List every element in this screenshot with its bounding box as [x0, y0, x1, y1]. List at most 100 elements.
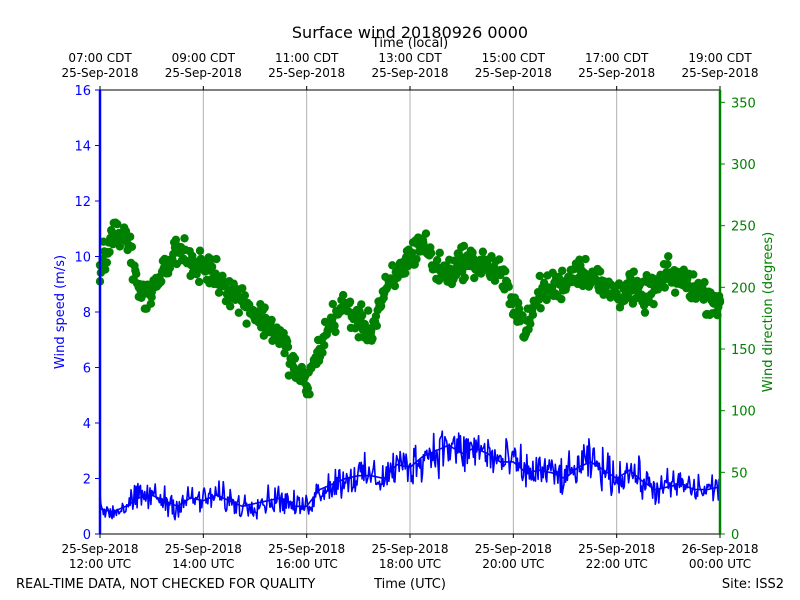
direction-point: [372, 321, 382, 330]
left-tick-label: 6: [83, 362, 91, 377]
top-tick-label-date: 25-Sep-2018: [681, 66, 758, 80]
direction-point: [121, 226, 131, 236]
top-tick-label-date: 25-Sep-2018: [61, 66, 138, 80]
direction-point: [125, 232, 135, 241]
right-axis-ticks: 0 50 100 150 200 250 300 350: [720, 96, 756, 543]
direction-point: [357, 300, 366, 309]
direction-point: [105, 247, 114, 257]
direction-point: [328, 299, 338, 309]
left-tick-label: 8: [83, 306, 91, 321]
data-quality-note: REAL-TIME DATA, NOT CHECKED FOR QUALITY: [16, 577, 315, 592]
direction-point: [157, 277, 166, 286]
direction-point: [194, 277, 204, 287]
x-tick-label-date: 25-Sep-2018: [578, 542, 655, 556]
right-axis-label: Wind direction (degrees): [761, 232, 776, 392]
direction-point: [426, 248, 436, 258]
direction-point: [514, 304, 524, 314]
direction-point: [470, 273, 479, 283]
top-axis-label: Time (local): [371, 36, 448, 51]
site-label: Site: ISS2: [722, 577, 784, 592]
direction-point: [330, 321, 339, 330]
direction-point: [501, 266, 510, 276]
direction-point: [234, 308, 244, 317]
direction-point: [528, 310, 538, 319]
left-tick-label: 4: [83, 417, 91, 432]
right-tick-label: 150: [731, 343, 756, 358]
direction-point: [700, 278, 709, 287]
direction-point: [581, 254, 590, 264]
top-tick-label-date: 25-Sep-2018: [578, 66, 655, 80]
direction-point: [407, 248, 417, 258]
direction-point: [629, 267, 638, 276]
direction-point: [212, 254, 221, 264]
direction-point: [102, 258, 112, 267]
direction-point: [100, 265, 110, 274]
right-tick-label: 350: [731, 96, 756, 111]
direction-point: [412, 254, 421, 264]
direction-point: [320, 341, 329, 350]
direction-point: [459, 241, 469, 251]
direction-point: [595, 267, 605, 276]
direction-point: [146, 299, 156, 308]
right-tick-label: 100: [731, 405, 756, 420]
direction-point: [115, 242, 125, 251]
direction-point: [664, 252, 673, 261]
right-tick-label: 50: [731, 466, 748, 481]
direction-point: [526, 319, 535, 329]
x-tick-label-time: 00:00 UTC: [689, 557, 751, 571]
direction-point: [390, 281, 400, 291]
direction-point: [242, 319, 251, 328]
top-tick-label-time: 15:00 CDT: [482, 51, 546, 65]
x-tick-label-date: 25-Sep-2018: [165, 542, 242, 556]
direction-point: [284, 371, 294, 380]
direction-point: [195, 246, 205, 255]
x-tick-label-time: 22:00 UTC: [586, 557, 648, 571]
direction-point: [171, 235, 181, 244]
direction-point: [640, 308, 650, 317]
direction-point: [660, 283, 670, 292]
left-axis-ticks: 0 2 4 6 8 10 12 14 16: [74, 84, 100, 543]
direction-point: [542, 295, 551, 305]
direction-point: [318, 348, 327, 357]
direction-point: [345, 297, 355, 306]
direction-point: [478, 247, 488, 256]
direction-point: [432, 255, 442, 265]
top-tick-label-time: 13:00 CDT: [378, 51, 442, 65]
direction-point: [305, 390, 314, 399]
direction-point: [699, 295, 708, 304]
wind-speed-series: [99, 430, 721, 521]
top-tick-label-date: 25-Sep-2018: [268, 66, 345, 80]
left-tick-label: 12: [74, 195, 91, 210]
x-tick-label-date: 25-Sep-2018: [268, 542, 345, 556]
top-tick-label-date: 25-Sep-2018: [371, 66, 448, 80]
top-tick-label-time: 19:00 CDT: [688, 51, 752, 65]
direction-point: [379, 293, 388, 303]
direction-point: [214, 288, 224, 297]
direction-point: [180, 234, 189, 243]
direction-point: [421, 229, 431, 238]
top-tick-label-date: 25-Sep-2018: [165, 66, 242, 80]
speed-line: [99, 430, 721, 521]
top-tick-label-time: 09:00 CDT: [172, 51, 236, 65]
direction-point: [226, 302, 235, 311]
x-tick-label-date: 25-Sep-2018: [61, 542, 138, 556]
x-tick-label-date: 25-Sep-2018: [475, 542, 552, 556]
x-tick-label-time: 12:00 UTC: [69, 557, 131, 571]
direction-point: [536, 304, 545, 313]
left-tick-label: 0: [83, 528, 91, 543]
chart-title: Surface wind 20180926 0000: [292, 23, 528, 42]
direction-point: [280, 348, 289, 358]
direction-point: [290, 354, 300, 363]
x-tick-label-time: 18:00 UTC: [379, 557, 441, 571]
direction-point: [557, 294, 566, 304]
top-tick-label-time: 11:00 CDT: [275, 51, 339, 65]
direction-point: [368, 334, 377, 343]
left-tick-label: 14: [74, 140, 91, 155]
direction-point: [165, 263, 175, 273]
direction-point: [331, 327, 340, 337]
right-tick-label: 250: [731, 220, 756, 235]
direction-point: [689, 270, 698, 279]
